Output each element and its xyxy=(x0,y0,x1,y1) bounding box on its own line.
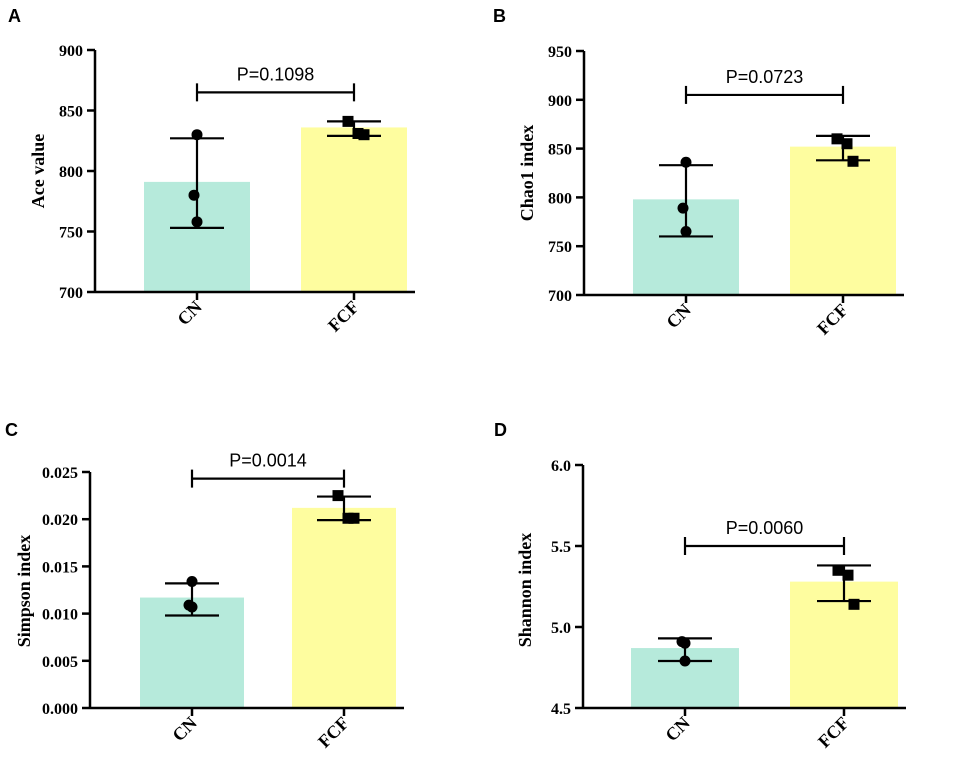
x-tick-label-fcf: FCF xyxy=(814,713,853,752)
p-value-label: P=0.0723 xyxy=(726,67,804,87)
data-point-square xyxy=(348,512,360,524)
y-tick-label: 0.025 xyxy=(42,465,78,482)
data-point-circle xyxy=(186,576,198,588)
x-tick-label-cn: CN xyxy=(168,713,201,746)
x-tick-label-fcf: FCF xyxy=(324,297,363,336)
x-tick-label-fcf: FCF xyxy=(813,300,852,339)
y-tick-label: 750 xyxy=(548,239,572,256)
y-tick-label: 0.020 xyxy=(42,512,78,529)
y-tick-label: 0.000 xyxy=(42,701,78,718)
panel-c: C 0.000 0.005 0.010 0.015 0.020 0.025 CN FCF Simp… xyxy=(5,420,404,752)
panel-letter: C xyxy=(5,420,18,440)
y-axis-label: Chao1 index xyxy=(517,125,537,222)
panel-letter: A xyxy=(8,6,21,26)
y-tick-label: 900 xyxy=(59,43,83,60)
data-point-square xyxy=(342,115,354,127)
x-tick-label-cn: CN xyxy=(173,297,206,330)
y-tick-label: 750 xyxy=(59,225,83,242)
data-point-square xyxy=(352,127,364,139)
data-point-circle xyxy=(676,636,688,648)
data-point-circle xyxy=(679,655,691,667)
panel-letter: B xyxy=(493,6,506,26)
x-tick-label-cn: CN xyxy=(661,713,694,746)
p-value-label: P=0.1098 xyxy=(237,64,315,84)
panel-a: A 700 750 800 850 900 CN FCF Ace value P=0.1098 xyxy=(8,6,415,336)
data-point-circle xyxy=(677,202,689,214)
y-axis-label: Ace value xyxy=(28,134,48,208)
x-tick-label-cn: CN xyxy=(662,300,695,333)
panel-d: D 4.5 5.0 5.5 6.0 CN FCF Shannon index P=0.0060 xyxy=(494,420,906,752)
y-tick-label: 850 xyxy=(59,104,83,121)
y-axis-label: Shannon index xyxy=(515,533,535,648)
data-point-circle xyxy=(191,129,203,141)
data-point-square xyxy=(841,138,853,150)
bar-fcf xyxy=(790,146,896,295)
y-tick-label: 700 xyxy=(59,285,83,302)
bar-fcf xyxy=(301,127,407,292)
y-axis-label: Simpson index xyxy=(14,535,34,648)
panel-letter: D xyxy=(494,420,507,440)
bar-fcf xyxy=(292,507,396,708)
data-point-circle xyxy=(186,601,198,613)
x-tick-label-fcf: FCF xyxy=(314,713,353,752)
data-point-square xyxy=(847,155,859,167)
data-point-square xyxy=(832,564,844,576)
y-tick-label: 800 xyxy=(59,164,83,181)
y-tick-label: 6.0 xyxy=(551,458,571,475)
bar-fcf xyxy=(790,581,898,708)
y-tick-label: 5.5 xyxy=(551,539,571,556)
y-tick-label: 900 xyxy=(548,93,572,110)
p-value-label: P=0.0060 xyxy=(726,518,804,538)
data-point-circle xyxy=(680,156,692,168)
y-tick-label: 0.005 xyxy=(42,654,78,671)
data-point-circle xyxy=(188,189,200,201)
data-point-square xyxy=(842,569,854,581)
y-tick-label: 800 xyxy=(548,190,572,207)
y-tick-label: 0.015 xyxy=(42,559,78,576)
y-tick-label: 700 xyxy=(548,288,572,305)
y-tick-label: 850 xyxy=(548,142,572,159)
data-point-square xyxy=(831,133,843,145)
data-point-square xyxy=(342,512,354,524)
p-value-label: P=0.0014 xyxy=(229,451,307,471)
y-tick-label: 0.010 xyxy=(42,607,78,624)
y-tick-label: 950 xyxy=(548,44,572,61)
data-point-circle xyxy=(191,216,203,228)
y-tick-label: 5.0 xyxy=(551,620,571,637)
y-tick-label: 4.5 xyxy=(551,701,571,718)
data-point-square xyxy=(358,129,370,141)
data-point-square xyxy=(848,598,860,610)
panel-b: B 700 750 800 850 900 950 CN FCF Chao1 index P=0.0… xyxy=(493,6,904,339)
data-point-circle xyxy=(680,226,692,238)
data-point-square xyxy=(332,490,344,502)
